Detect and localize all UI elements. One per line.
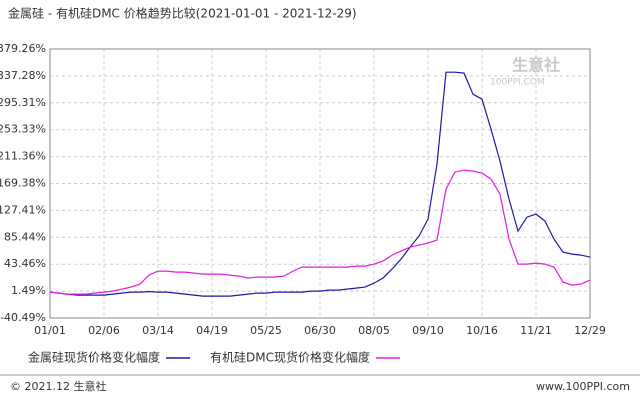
x-tick-label: 10/16 [466, 324, 498, 337]
legend-label: 有机硅DMC现货价格变化幅度 [210, 350, 370, 365]
plot-frame [49, 48, 591, 319]
x-tick-label: 05/25 [250, 324, 282, 337]
series-line [49, 169, 591, 295]
x-tick-label: 08/05 [358, 324, 390, 337]
x-tick-label: 09/10 [412, 324, 444, 337]
y-tick-label: 379.26% [0, 42, 46, 55]
footer-left: © 2021.12 生意社 [10, 379, 106, 393]
y-tick-label: 169.38% [0, 177, 46, 190]
x-tick-label: 04/19 [196, 324, 228, 337]
chart-title: 金属硅 - 有机硅DMC 价格趋势比较(2021-01-01 - 2021-12… [8, 6, 357, 21]
x-tick-label: 02/06 [88, 324, 120, 337]
x-tick-label: 03/14 [142, 324, 174, 337]
footer-right: www.100PPI.com [536, 380, 630, 393]
y-tick-label: 337.28% [0, 69, 46, 82]
watermark: 生意社 [512, 56, 560, 75]
y-tick-label: 295.31% [0, 96, 46, 109]
series-line [49, 71, 591, 297]
y-tick-label: 43.46% [4, 257, 46, 270]
y-tick-label: 127.41% [0, 203, 46, 216]
y-tick-label: 85.44% [4, 230, 46, 243]
y-tick-label: 1.49% [11, 284, 46, 297]
watermark: 100PPI.COM [490, 78, 545, 88]
y-tick-label: 211.36% [0, 150, 46, 163]
x-tick-label: 01/01 [34, 324, 66, 337]
x-tick-label: 12/29 [574, 324, 606, 337]
legend-label: 金属硅现货价格变化幅度 [28, 350, 160, 365]
y-tick-label: 253.33% [0, 123, 46, 136]
y-tick-label: -40.49% [0, 311, 46, 324]
x-tick-label: 11/21 [520, 324, 552, 337]
x-tick-label: 06/30 [304, 324, 336, 337]
